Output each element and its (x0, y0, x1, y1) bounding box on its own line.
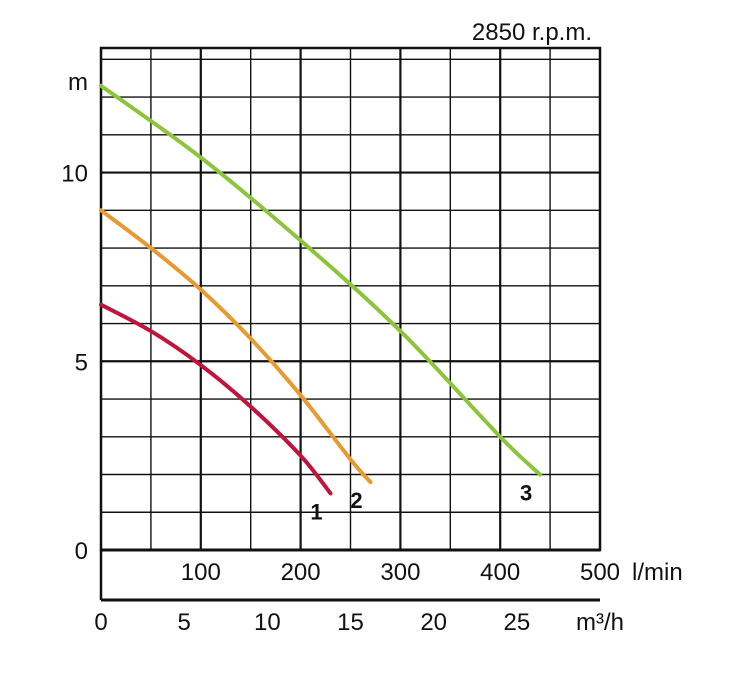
curve-label-2: 2 (350, 488, 362, 513)
x-lmin-tick-label: 400 (480, 559, 520, 586)
curve-label-3: 3 (520, 481, 532, 506)
y-tick-label: 0 (75, 538, 88, 565)
x-m3h-tick-label: 0 (94, 609, 107, 636)
x-unit-lmin-label: l/min (632, 559, 683, 586)
curve-labels: 1 2 3 (310, 481, 532, 525)
rpm-annotation: 2850 r.p.m. (472, 19, 592, 46)
x-lmin-tick-labels: 100 200 300 400 500 (181, 559, 620, 586)
x-lmin-tick-label: 500 (580, 559, 620, 586)
x-m3h-tick-label: 10 (254, 609, 281, 636)
curve-label-1: 1 (310, 499, 322, 524)
curve-2 (99, 208, 373, 485)
x-lmin-tick-label: 200 (281, 559, 321, 586)
x-m3h-tick-label: 20 (420, 609, 447, 636)
x-unit-m3h-label: m³/h (576, 609, 624, 636)
curve-3 (99, 83, 543, 477)
pump-curves (99, 83, 543, 496)
x-m3h-tick-label: 25 (503, 609, 530, 636)
y-tick-labels: 0 5 10 (61, 161, 88, 565)
y-unit-label: m (68, 69, 88, 96)
x-m3h-tick-label: 15 (337, 609, 364, 636)
grid-lines (101, 48, 600, 550)
x-lmin-tick-label: 100 (181, 559, 221, 586)
x-m3h-tick-label: 5 (177, 609, 190, 636)
x-m3h-tick-labels: 0 5 10 15 20 25 (94, 609, 530, 636)
x-lmin-tick-label: 300 (380, 559, 420, 586)
curve-1 (99, 302, 333, 496)
y-tick-label: 5 (75, 349, 88, 376)
y-tick-label: 10 (61, 161, 88, 188)
